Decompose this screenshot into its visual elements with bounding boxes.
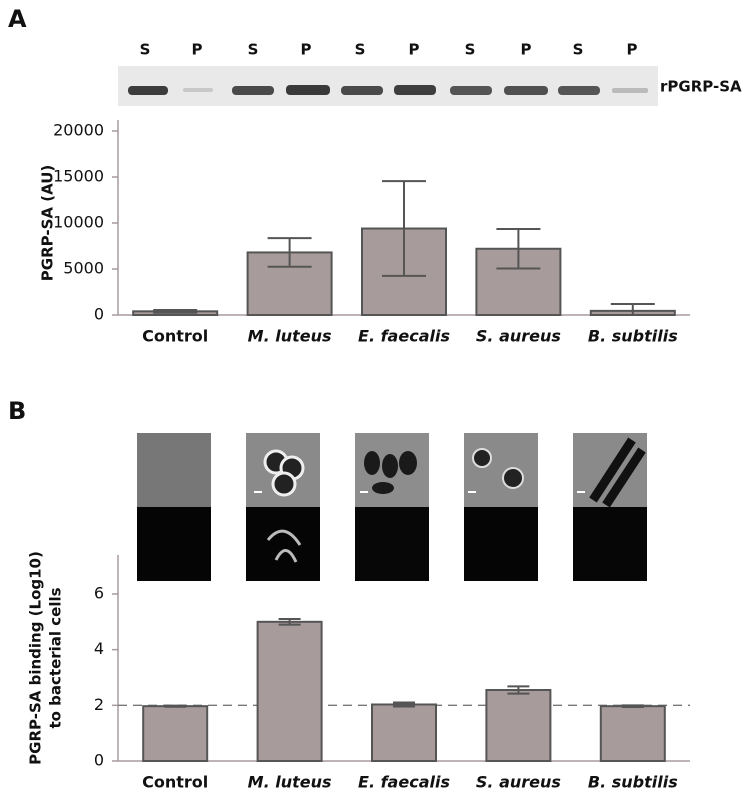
bar [142, 705, 209, 763]
x-tick-label: E. faecalis [358, 773, 450, 792]
x-tick-label: Control [142, 773, 208, 792]
y-tick-label: 5000 [63, 259, 104, 278]
y-axis-label: to bacterial cells [47, 587, 65, 728]
y-tick-label: 4 [94, 639, 104, 658]
bar [371, 703, 437, 763]
x-tick-label: M. luteus [248, 327, 332, 346]
bar [599, 705, 666, 763]
y-tick-label: 0 [94, 751, 104, 770]
x-tick-label: E. faecalis [358, 327, 450, 346]
y-axis-label: PGRP-SA (AU) [39, 165, 57, 281]
lane-label: P [192, 41, 203, 59]
y-tick-label: 0 [94, 305, 104, 324]
bar [485, 689, 552, 762]
lane-label: P [301, 41, 312, 59]
lane-label: P [521, 41, 532, 59]
x-tick-label: M. luteus [248, 773, 332, 792]
lane-label: S [248, 41, 259, 59]
lane-label: S [140, 41, 151, 59]
x-tick-label: Control [142, 327, 208, 346]
band-label: rPGRP-SA [660, 78, 742, 96]
y-tick-label: 20000 [53, 121, 104, 140]
lane-label: P [627, 41, 638, 59]
y-axis-label: PGRP-SA binding (Log10) [27, 551, 45, 765]
x-tick-label: S. aureus [476, 773, 561, 792]
lane-label: S [355, 41, 366, 59]
panel-label: B [8, 397, 26, 425]
x-tick-label: S. aureus [476, 327, 561, 346]
y-tick-label: 15000 [53, 167, 104, 186]
gel-image [118, 66, 658, 106]
lane-label: S [573, 41, 584, 59]
lane-label: S [465, 41, 476, 59]
x-tick-label: B. subtilis [588, 773, 678, 792]
panel-label: A [8, 5, 27, 33]
y-tick-label: 2 [94, 695, 104, 714]
y-tick-label: 10000 [53, 213, 104, 232]
x-tick-label: B. subtilis [588, 327, 678, 346]
lane-label: P [409, 41, 420, 59]
y-tick-label: 6 [94, 583, 104, 602]
microscopy-images [137, 433, 647, 581]
bar [256, 620, 323, 762]
